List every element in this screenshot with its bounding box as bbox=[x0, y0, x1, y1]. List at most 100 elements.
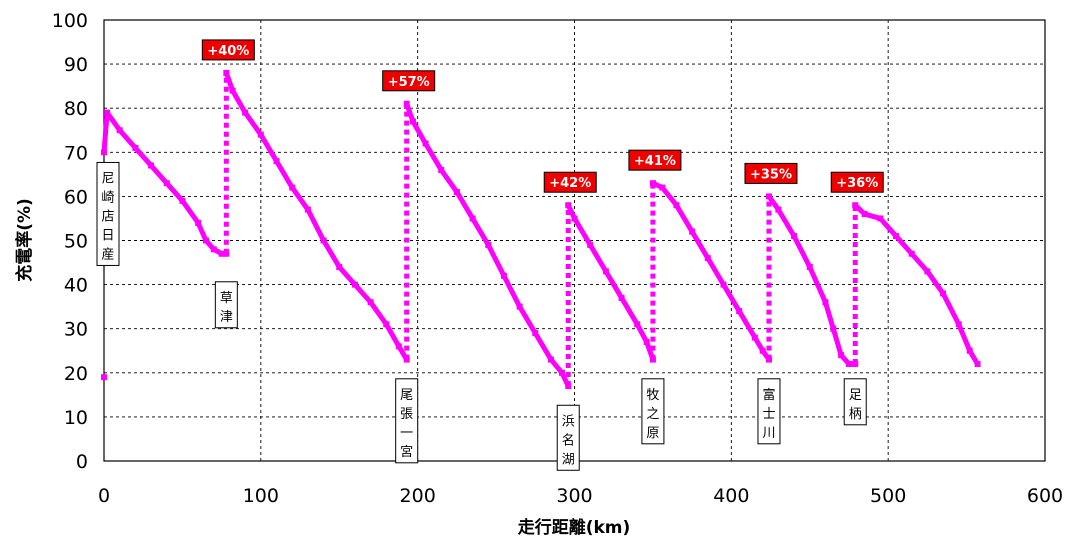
discharge-segment bbox=[853, 203, 980, 366]
data-point bbox=[547, 356, 554, 363]
data-point bbox=[257, 131, 264, 138]
data-point bbox=[643, 338, 650, 345]
stop-label: 草津 bbox=[220, 291, 233, 325]
data-point bbox=[532, 330, 539, 337]
y-tick-label: 80 bbox=[64, 98, 88, 120]
data-point bbox=[974, 360, 981, 367]
data-point bbox=[571, 215, 578, 222]
x-tick-label: 300 bbox=[556, 485, 592, 507]
stop-label: 浜名湖 bbox=[562, 414, 575, 467]
data-point bbox=[422, 140, 429, 147]
data-point bbox=[558, 369, 565, 376]
data-point bbox=[689, 228, 696, 235]
data-point bbox=[822, 299, 829, 306]
data-point bbox=[438, 166, 445, 173]
data-point bbox=[830, 325, 837, 332]
gain-label: +57% bbox=[388, 75, 430, 90]
data-point bbox=[132, 144, 139, 151]
gain-label: +35% bbox=[750, 167, 792, 182]
data-point bbox=[351, 281, 358, 288]
gain-label-box bbox=[628, 149, 682, 171]
data-point bbox=[383, 321, 390, 328]
stop-label: 足柄 bbox=[849, 388, 862, 422]
stop-label: 牧之原 bbox=[646, 388, 659, 441]
data-point bbox=[704, 255, 711, 262]
data-point bbox=[587, 241, 594, 248]
y-tick-label: 50 bbox=[64, 231, 88, 253]
gain-label-box bbox=[744, 162, 798, 184]
data-point bbox=[304, 206, 311, 213]
gain-label-box bbox=[201, 39, 255, 61]
discharge-segment bbox=[223, 72, 409, 361]
charge-jump-layer bbox=[223, 72, 858, 387]
data-point bbox=[469, 215, 476, 222]
data-point bbox=[367, 299, 374, 306]
y-axis-title: 充電率(%) bbox=[14, 198, 35, 282]
data-point bbox=[242, 109, 249, 116]
data-point bbox=[602, 268, 609, 275]
data-point bbox=[101, 374, 107, 381]
data-point bbox=[218, 250, 225, 257]
series-layer bbox=[101, 69, 981, 390]
data-point bbox=[485, 241, 492, 248]
y-tick-label: 60 bbox=[64, 186, 88, 208]
grid-lines bbox=[104, 20, 1045, 461]
gain-label-box bbox=[830, 171, 884, 193]
y-tick-label: 20 bbox=[64, 363, 88, 385]
data-point bbox=[500, 272, 507, 279]
data-point bbox=[966, 347, 973, 354]
stop-label-box bbox=[843, 378, 867, 426]
data-point bbox=[759, 347, 766, 354]
data-point bbox=[320, 237, 327, 244]
data-point bbox=[409, 118, 416, 125]
data-point bbox=[336, 263, 343, 270]
data-point bbox=[229, 87, 236, 94]
gain-label: +36% bbox=[836, 176, 878, 191]
gain-label: +41% bbox=[634, 154, 676, 169]
x-tick-label: 0 bbox=[98, 485, 110, 507]
data-point bbox=[195, 219, 202, 226]
gain-label: +42% bbox=[549, 176, 591, 191]
stop-label: 尾張一宮 bbox=[400, 388, 413, 460]
y-tick-label: 30 bbox=[64, 319, 88, 341]
stop-label-box bbox=[641, 378, 665, 445]
stop-label-box bbox=[214, 281, 238, 329]
data-point bbox=[148, 162, 155, 169]
gain-label-box bbox=[382, 70, 436, 92]
gain-label-box bbox=[543, 171, 597, 193]
data-point bbox=[516, 303, 523, 310]
data-point bbox=[852, 202, 859, 209]
data-point bbox=[845, 360, 852, 367]
x-axis-title: 走行距離(km) bbox=[518, 517, 631, 538]
data-point bbox=[395, 343, 402, 350]
discharge-segment bbox=[766, 194, 856, 367]
discharge-segment bbox=[565, 204, 656, 361]
data-point bbox=[775, 206, 782, 213]
x-tick-label: 400 bbox=[713, 485, 749, 507]
data-point bbox=[101, 149, 107, 156]
data-point bbox=[403, 100, 410, 107]
data-point bbox=[273, 158, 280, 165]
data-point bbox=[104, 109, 111, 116]
stop-label-box bbox=[757, 378, 781, 445]
data-point bbox=[618, 294, 625, 301]
x-tick-label: 200 bbox=[400, 485, 436, 507]
x-tick-label: 500 bbox=[870, 485, 906, 507]
y-tick-label: 70 bbox=[64, 142, 88, 164]
discharge-segment bbox=[651, 180, 772, 362]
y-tick-label: 10 bbox=[64, 407, 88, 429]
y-tick-label: 100 bbox=[52, 10, 88, 32]
data-point bbox=[210, 246, 217, 253]
x-tick-labels: 0 100 200 300 400 500 600 bbox=[98, 485, 1063, 507]
data-point bbox=[453, 188, 460, 195]
x-tick-label: 600 bbox=[1027, 485, 1063, 507]
data-point bbox=[955, 321, 962, 328]
y-tick-label: 0 bbox=[76, 451, 88, 473]
data-point bbox=[720, 281, 727, 288]
data-point bbox=[202, 237, 209, 244]
data-point bbox=[838, 352, 845, 359]
data-point bbox=[806, 263, 813, 270]
stop-label-box bbox=[395, 378, 419, 464]
